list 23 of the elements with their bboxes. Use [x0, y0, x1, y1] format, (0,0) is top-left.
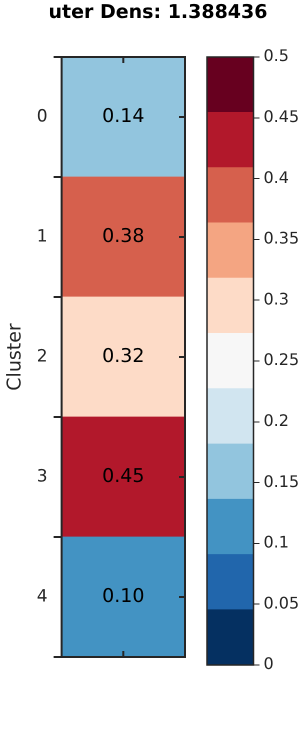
chart-title: uter Dens: 1.388436 — [48, 0, 268, 24]
color-bar-label: 0 — [264, 654, 274, 674]
data-label: 0.14 — [102, 104, 144, 127]
color-bar-label: 0.4 — [264, 168, 289, 187]
y-tick-label: 0 — [36, 106, 48, 126]
data-label: 0.45 — [102, 464, 144, 487]
y-tick-label: 2 — [36, 346, 48, 366]
color-bar-label: 0.15 — [264, 472, 300, 491]
y-tick-label: 1 — [36, 226, 48, 246]
data-label: 0.38 — [102, 224, 144, 247]
color-bar-label: 0.05 — [264, 593, 300, 612]
color-bar-label: 0.25 — [264, 350, 300, 370]
color-bar-label: 0.5 — [264, 46, 289, 66]
y-tick-label: 4 — [36, 586, 48, 606]
color-bar-label: 0.45 — [264, 106, 300, 126]
color-bar-label: 0.1 — [264, 532, 289, 552]
color-bar-label: 0.3 — [264, 289, 289, 308]
color-bar-label: 0.35 — [264, 228, 300, 248]
color-bar-label: 0.2 — [264, 410, 289, 430]
y-axis-title: Cluster — [3, 323, 26, 391]
y-tick-label: 3 — [36, 466, 48, 486]
data-label: 0.32 — [102, 344, 144, 367]
data-label: 0.10 — [102, 584, 144, 607]
